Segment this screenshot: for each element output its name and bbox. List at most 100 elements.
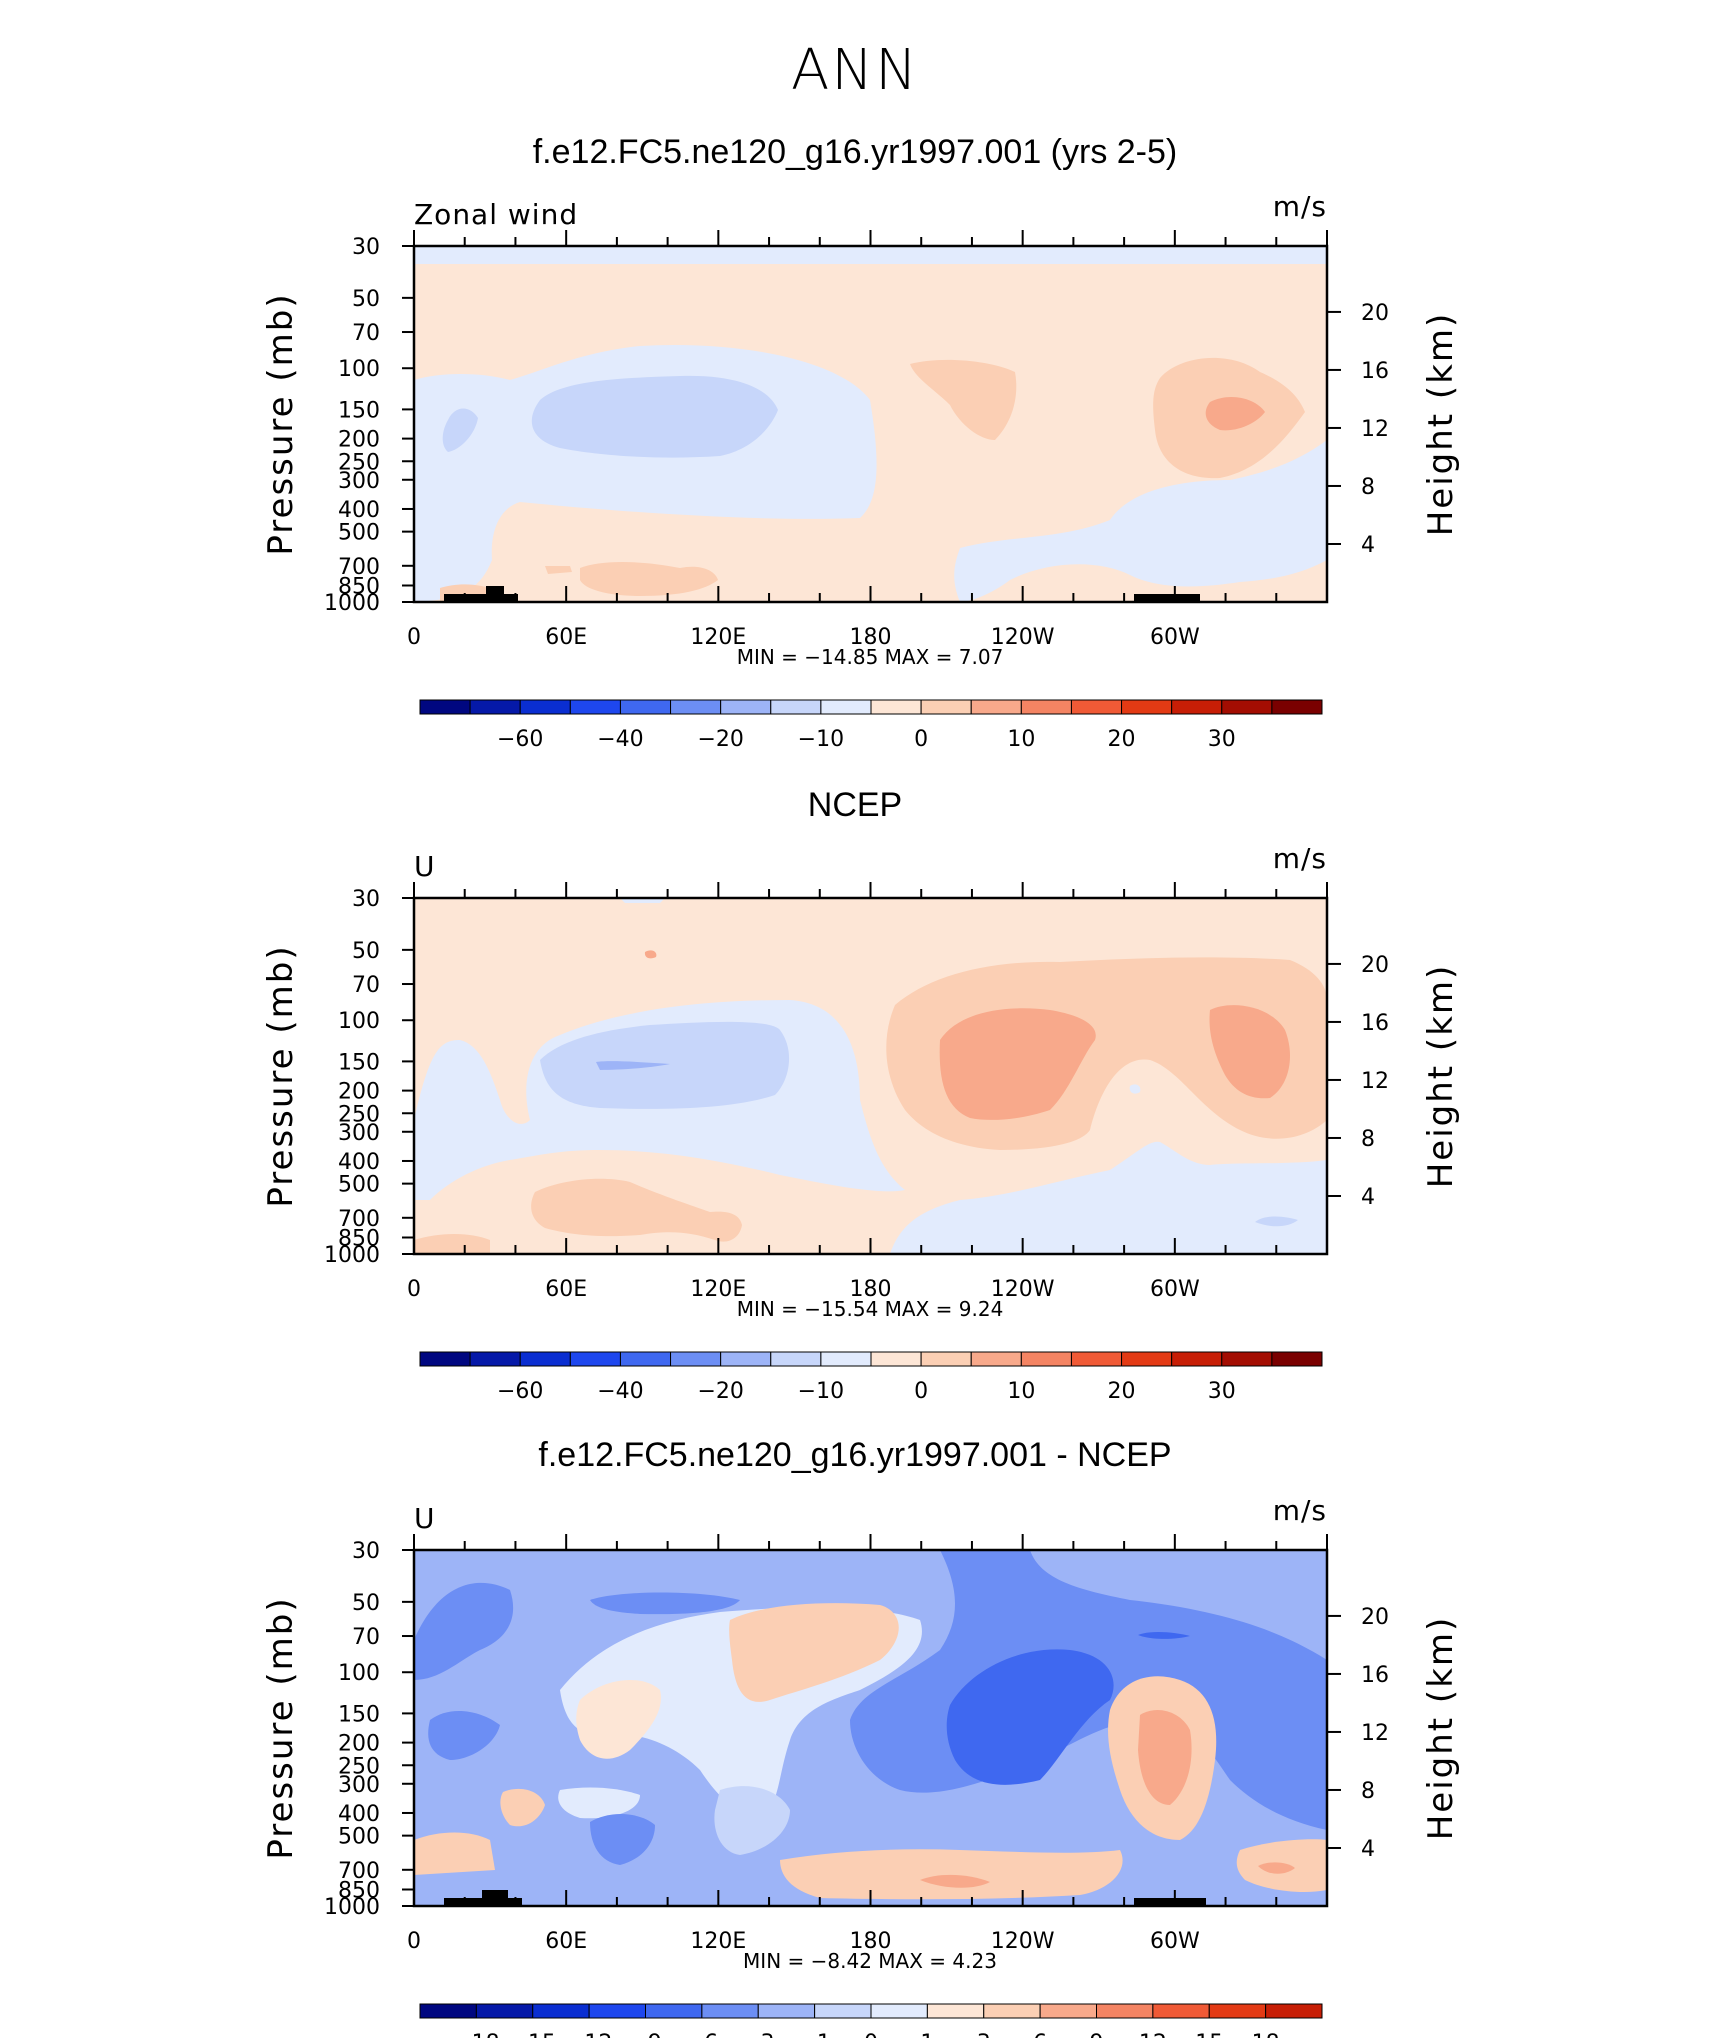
min-max-label: MIN = −14.85 MAX = 7.07 bbox=[737, 645, 1004, 669]
y-tick-label: 200 bbox=[338, 428, 380, 453]
colorbar-box bbox=[1171, 699, 1223, 715]
colorbar-label: 30 bbox=[1208, 1379, 1236, 1404]
colorbar-box bbox=[820, 699, 872, 715]
colorbar-box bbox=[1221, 699, 1273, 715]
x-tick-label: 120W bbox=[991, 1277, 1055, 1302]
y-tick-label: 100 bbox=[338, 1661, 380, 1686]
y-tick-label: 700 bbox=[338, 1207, 380, 1232]
y-tick-label: 400 bbox=[338, 1150, 380, 1175]
y-tick-label: 100 bbox=[338, 1009, 380, 1034]
variable-label: U bbox=[414, 1502, 436, 1535]
colorbar-label: −12 bbox=[566, 2031, 612, 2038]
variable-label: U bbox=[414, 850, 436, 883]
y-tick-right-label: 12 bbox=[1361, 417, 1389, 442]
colorbar-box bbox=[469, 1351, 521, 1367]
x-tick-label: 120E bbox=[690, 1277, 746, 1302]
colorbar-box bbox=[670, 1351, 722, 1367]
colorbar-box bbox=[757, 2003, 816, 2019]
x-tick-label: 120W bbox=[991, 1929, 1055, 1954]
colorbar-label: −40 bbox=[597, 1379, 643, 1404]
x-tick-label: 0 bbox=[407, 1277, 421, 1302]
colorbar-box bbox=[419, 1351, 471, 1367]
x-tick-label: 60E bbox=[545, 1929, 587, 1954]
y-tick-label: 250 bbox=[338, 1754, 380, 1779]
colorbar-box bbox=[920, 1351, 972, 1367]
y-tick-label: 700 bbox=[338, 1859, 380, 1884]
y-tick-label: 250 bbox=[338, 1102, 380, 1127]
y-tick-label: 500 bbox=[338, 1825, 380, 1850]
colorbar-box bbox=[1020, 699, 1072, 715]
colorbar-box bbox=[619, 699, 672, 715]
colorbar-label: −60 bbox=[497, 727, 543, 752]
colorbar-box bbox=[1265, 2003, 1323, 2019]
colorbar-box bbox=[1020, 1351, 1072, 1367]
y-tick-label: 850 bbox=[338, 1879, 380, 1904]
colorbar-box bbox=[1070, 1351, 1123, 1367]
x-tick-label: 180 bbox=[850, 1277, 892, 1302]
colorbar-label: −20 bbox=[697, 727, 743, 752]
y-tick-label: 400 bbox=[338, 498, 380, 523]
colorbar-label: 9 bbox=[1090, 2031, 1104, 2038]
main-title: ANN bbox=[790, 38, 920, 103]
units-label: m/s bbox=[1273, 1494, 1327, 1527]
x-tick-label: 0 bbox=[407, 625, 421, 650]
y-axis-right-title: Height (km) bbox=[1421, 1616, 1461, 1841]
colorbar-label: −9 bbox=[629, 2031, 661, 2038]
colorbar-box bbox=[1121, 1351, 1173, 1367]
colorbar-label: −15 bbox=[510, 2031, 556, 2038]
units-label: m/s bbox=[1273, 842, 1327, 875]
y-axis-title: Pressure (mb) bbox=[261, 292, 301, 555]
colorbar-box bbox=[820, 1351, 872, 1367]
y-tick-right-label: 16 bbox=[1361, 1663, 1389, 1688]
colorbar-label: −20 bbox=[697, 1379, 743, 1404]
colorbar-label: −60 bbox=[497, 1379, 543, 1404]
colorbar-label: 0 bbox=[864, 2031, 878, 2038]
colorbar-label: 3 bbox=[977, 2031, 991, 2038]
colorbar-box bbox=[532, 2003, 590, 2019]
panel-1-contours bbox=[414, 246, 1327, 602]
y-tick-right-label: 8 bbox=[1361, 1779, 1375, 1804]
variable-label: Zonal wind bbox=[414, 198, 578, 231]
y-tick-label: 300 bbox=[338, 1773, 380, 1798]
y-tick-right-label: 12 bbox=[1361, 1069, 1389, 1094]
colorbar-label: −10 bbox=[798, 1379, 844, 1404]
colorbar-box bbox=[1271, 699, 1323, 715]
y-tick-label: 250 bbox=[338, 450, 380, 475]
colorbar-label: 0 bbox=[914, 1379, 928, 1404]
colorbar-box bbox=[519, 1351, 571, 1367]
y-tick-right-label: 4 bbox=[1361, 1837, 1375, 1862]
colorbar-box bbox=[770, 699, 822, 715]
y-tick-label: 1000 bbox=[324, 1243, 380, 1268]
colorbar-box bbox=[469, 699, 521, 715]
y-tick-right-label: 16 bbox=[1361, 1011, 1389, 1036]
y-tick-label: 200 bbox=[338, 1080, 380, 1105]
y-tick-label: 30 bbox=[352, 887, 380, 912]
y-axis-right-title: Height (km) bbox=[1421, 312, 1461, 537]
x-tick-label: 120E bbox=[690, 625, 746, 650]
y-tick-label: 700 bbox=[338, 555, 380, 580]
units-label: m/s bbox=[1273, 190, 1327, 223]
colorbar-box bbox=[588, 2003, 646, 2019]
colorbar-box bbox=[926, 2003, 985, 2019]
y-axis-title: Pressure (mb) bbox=[261, 944, 301, 1207]
axes-layer: 0 60E 120E 180 120W 60W3050701001502002503004… bbox=[261, 190, 1461, 2038]
colorbar-box bbox=[983, 2003, 1041, 2019]
y-axis-right-title: Height (km) bbox=[1421, 964, 1461, 1189]
y-tick-label: 70 bbox=[352, 321, 380, 346]
colorbar-box bbox=[1208, 2003, 1267, 2019]
colorbar-box bbox=[720, 699, 772, 715]
colorbar-box bbox=[970, 699, 1022, 715]
colorbar-label: −18 bbox=[453, 2031, 499, 2038]
y-tick-label: 1000 bbox=[324, 1895, 380, 1920]
min-max-label: MIN = −15.54 MAX = 9.24 bbox=[737, 1297, 1004, 1321]
colorbar-label: 20 bbox=[1108, 1379, 1136, 1404]
y-tick-label: 70 bbox=[352, 1625, 380, 1650]
y-tick-right-label: 20 bbox=[1361, 1605, 1389, 1630]
colorbar-box bbox=[970, 1351, 1022, 1367]
colorbar-box bbox=[1171, 1351, 1223, 1367]
colorbar-box bbox=[720, 1351, 772, 1367]
colorbar-box bbox=[1039, 2003, 1097, 2019]
colorbar-box bbox=[670, 699, 722, 715]
y-tick-right-label: 4 bbox=[1361, 1185, 1375, 1210]
y-tick-label: 500 bbox=[338, 1173, 380, 1198]
